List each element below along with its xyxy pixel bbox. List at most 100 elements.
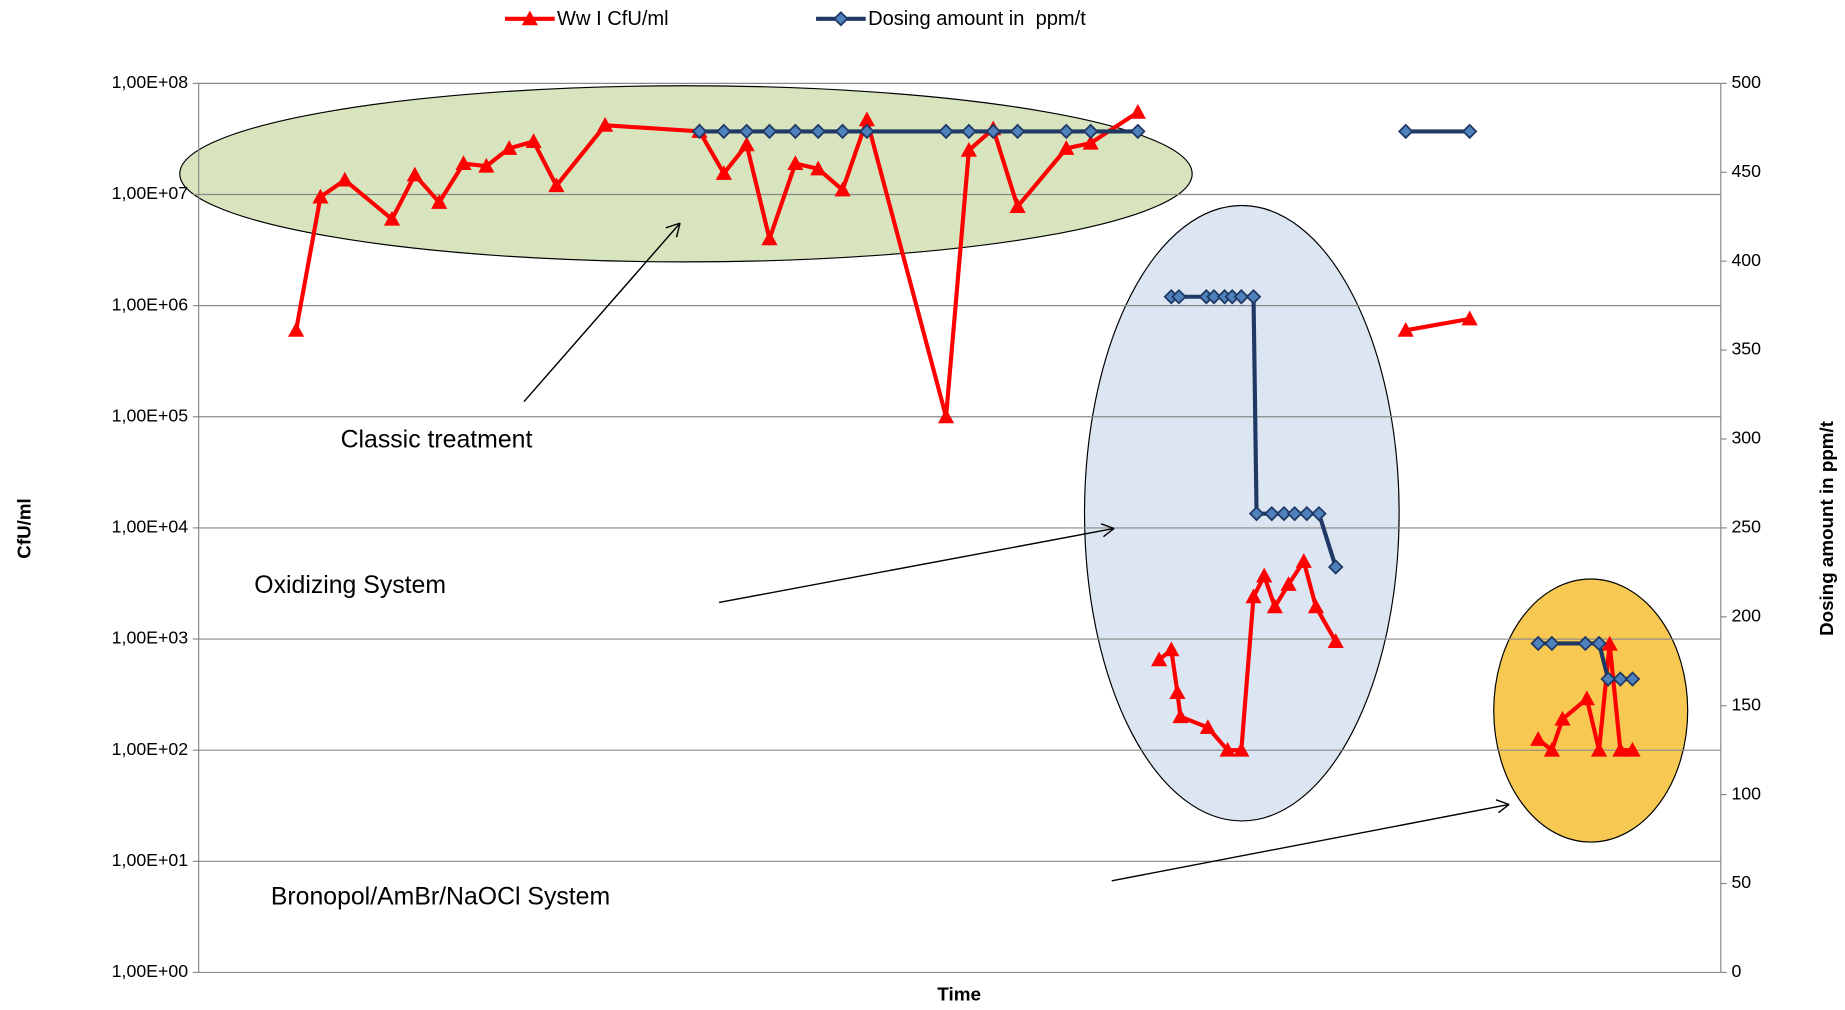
- marker: [787, 155, 804, 170]
- y-axis-label: CfU/ml: [14, 498, 35, 559]
- marker: [1543, 741, 1560, 757]
- marker: [938, 123, 954, 140]
- marker: [738, 123, 755, 140]
- marker: [336, 171, 353, 187]
- marker: [985, 123, 1001, 140]
- y2-axis-label: Dosing amount in ppm/t: [1816, 420, 1837, 636]
- annotation: Oxidizing System: [254, 572, 446, 599]
- marker: [810, 160, 827, 176]
- marker: [1264, 505, 1280, 522]
- marker: [1461, 310, 1478, 326]
- marker: [1624, 671, 1641, 687]
- marker: [1577, 635, 1594, 652]
- arrow: [523, 222, 681, 403]
- y-tick-label: 1,00E+02: [112, 739, 188, 759]
- y2-tick-label: 300: [1731, 428, 1761, 448]
- marker: [548, 177, 565, 193]
- marker: [1082, 134, 1099, 150]
- marker: [715, 165, 732, 180]
- y2-tick-label: 50: [1731, 872, 1751, 892]
- y2-tick-label: 0: [1731, 961, 1741, 981]
- marker: [1327, 633, 1344, 648]
- legend-label: Ww I CfU/ml: [557, 8, 669, 30]
- marker: [1554, 710, 1571, 726]
- marker: [810, 123, 826, 140]
- marker: [1233, 741, 1250, 757]
- marker: [834, 123, 851, 140]
- marker: [1397, 123, 1414, 140]
- marker: [1058, 123, 1075, 140]
- marker: [1172, 708, 1189, 724]
- marker: [1286, 505, 1303, 522]
- x-axis-label: Time: [937, 984, 981, 1005]
- marker: [406, 166, 423, 182]
- marker: [288, 322, 305, 337]
- marker: [1245, 289, 1262, 305]
- legend: Ww I CfU/ml Dosing amount in ppm/t: [505, 8, 1086, 30]
- marker: [761, 230, 778, 246]
- arrow-head: [1100, 523, 1115, 538]
- y-tick-label: 1,00E+04: [112, 517, 189, 537]
- y-tick-label: 1,00E+07: [112, 183, 188, 203]
- annotation: Bronopol/AmBr/NaOCl System: [271, 883, 610, 910]
- marker: [1311, 505, 1327, 522]
- annotation: Classic treatment: [341, 427, 533, 454]
- marker: [1245, 588, 1262, 604]
- arrow-head: [1495, 799, 1510, 814]
- marker: [1219, 741, 1236, 757]
- marker: [691, 123, 708, 140]
- marker: [431, 194, 448, 209]
- marker: [1206, 289, 1222, 305]
- marker: [1082, 123, 1099, 140]
- marker: [1307, 598, 1325, 614]
- arrow-head: [665, 222, 681, 238]
- marker: [1544, 635, 1560, 652]
- marker: [1530, 731, 1547, 746]
- marker: [834, 181, 851, 197]
- classic-ellipse: [179, 85, 1193, 263]
- marker: [1266, 598, 1283, 614]
- legend-label: Dosing amount in ppm/t: [868, 8, 1086, 30]
- arrow: [1111, 803, 1510, 882]
- marker: [1600, 671, 1616, 687]
- y-tick-label: 1,00E+03: [112, 628, 189, 648]
- marker: [859, 123, 875, 140]
- marker: [1009, 198, 1026, 213]
- marker: [1248, 505, 1265, 522]
- marker: [1171, 289, 1187, 305]
- y2-tick-label: 100: [1731, 783, 1761, 803]
- y-tick-label: 1,00E+06: [112, 294, 189, 314]
- marker: [501, 140, 518, 155]
- marker: [383, 210, 401, 226]
- marker: [1169, 684, 1186, 699]
- y2-tick-label: 400: [1731, 250, 1761, 270]
- series-line: [1536, 643, 1633, 754]
- oxidizing-ellipse: [1083, 204, 1400, 822]
- arrow: [718, 527, 1115, 604]
- marker: [1280, 576, 1297, 591]
- y2-tick-label: 500: [1731, 72, 1761, 92]
- marker: [716, 123, 732, 140]
- marker: [455, 155, 472, 170]
- marker: [478, 157, 495, 173]
- marker: [1530, 635, 1546, 652]
- marker: [1130, 123, 1146, 140]
- marker: [1233, 289, 1250, 305]
- marker: [1199, 719, 1216, 734]
- marker: [937, 408, 955, 424]
- y-tick-label: 1,00E+08: [112, 72, 189, 92]
- marker: [1591, 635, 1607, 652]
- marker: [1058, 140, 1075, 155]
- marker: [787, 123, 804, 140]
- marker: [525, 133, 542, 148]
- arrows: [523, 222, 1510, 882]
- y2-tick-label: 150: [1731, 694, 1761, 714]
- marker: [1009, 123, 1026, 140]
- marker: [1461, 123, 1478, 140]
- marker: [961, 123, 977, 140]
- marker: [960, 142, 977, 157]
- marker: [738, 136, 755, 152]
- marker: [1590, 741, 1608, 757]
- marker: [597, 116, 614, 132]
